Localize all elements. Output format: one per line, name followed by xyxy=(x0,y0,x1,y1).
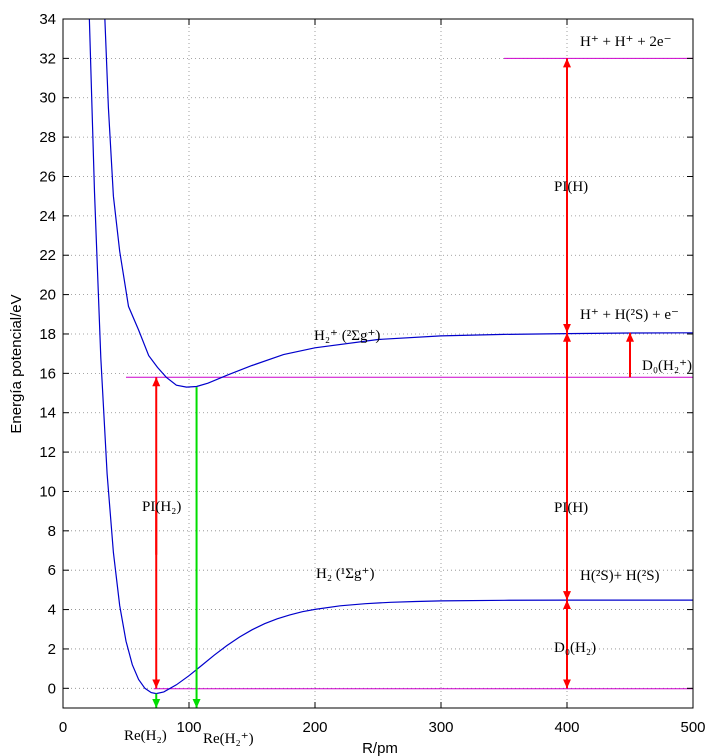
label-pi-h2: PI(H₂) xyxy=(142,499,181,515)
label-pi-h-upper: PI(H) xyxy=(554,179,588,195)
y-tick-label: 34 xyxy=(39,11,56,28)
y-tick-label: 18 xyxy=(39,326,56,343)
potential-curve xyxy=(104,19,693,388)
label-h2plus-state: H₂⁺ (²Σg⁺) xyxy=(314,328,380,344)
x-axis-ticks: 0 100 200 300 400 500 xyxy=(59,19,706,736)
y-tick-label: 32 xyxy=(39,50,56,67)
y-tick-label: 0 xyxy=(48,680,56,697)
y-tick-label: 28 xyxy=(39,129,56,146)
label-h2-state: H₂ (¹Σg⁺) xyxy=(316,566,374,582)
label-re-h2plus: Re(H₂⁺) xyxy=(203,731,254,747)
label-h2s-h2s: H(²S)+ H(²S) xyxy=(580,568,660,584)
y-tick-label: 4 xyxy=(48,602,56,619)
x-tick-label: 100 xyxy=(176,719,201,736)
y-tick-label: 16 xyxy=(39,365,56,382)
x-tick-label: 200 xyxy=(302,719,327,736)
annotations: H⁺ + H⁺ + 2e⁻ PI(H) H⁺ + H(²S) + e⁻ H₂⁺ … xyxy=(124,34,692,747)
y-tick-label: 24 xyxy=(39,208,56,225)
label-pi-h-lower: PI(H) xyxy=(554,500,588,516)
y-tick-label: 6 xyxy=(48,562,56,579)
grid xyxy=(62,18,694,708)
y-tick-label: 26 xyxy=(39,168,56,185)
y-axis-label: Energía potencial/eV xyxy=(8,294,25,433)
label-re-h2: Re(H₂) xyxy=(124,728,167,744)
y-tick-label: 12 xyxy=(39,444,56,461)
y-tick-label: 10 xyxy=(39,483,56,500)
x-tick-label: 500 xyxy=(680,719,705,736)
y-tick-label: 2 xyxy=(48,641,56,658)
label-h-plus-h2s: H⁺ + H(²S) + e⁻ xyxy=(580,307,679,323)
label-d0-h2plus: D₀(H₂⁺) xyxy=(642,358,692,374)
energy-levels xyxy=(126,57,693,690)
potential-curve xyxy=(88,19,693,695)
y-tick-label: 22 xyxy=(39,247,56,264)
plot-frame xyxy=(62,18,694,709)
arrows xyxy=(152,58,634,708)
label-h-plus-h-plus: H⁺ + H⁺ + 2e⁻ xyxy=(580,34,672,50)
y-tick-label: 14 xyxy=(39,405,56,422)
label-d0-h2: D₀(H₂) xyxy=(554,640,596,656)
potential-curves xyxy=(88,19,693,695)
y-tick-label: 8 xyxy=(48,523,56,540)
y-tick-label: 30 xyxy=(39,90,56,107)
x-tick-label: 0 xyxy=(59,719,67,736)
x-tick-label: 300 xyxy=(428,719,453,736)
x-axis-label: R/pm xyxy=(362,740,398,756)
y-tick-label: 20 xyxy=(39,287,56,304)
x-tick-label: 400 xyxy=(554,719,579,736)
